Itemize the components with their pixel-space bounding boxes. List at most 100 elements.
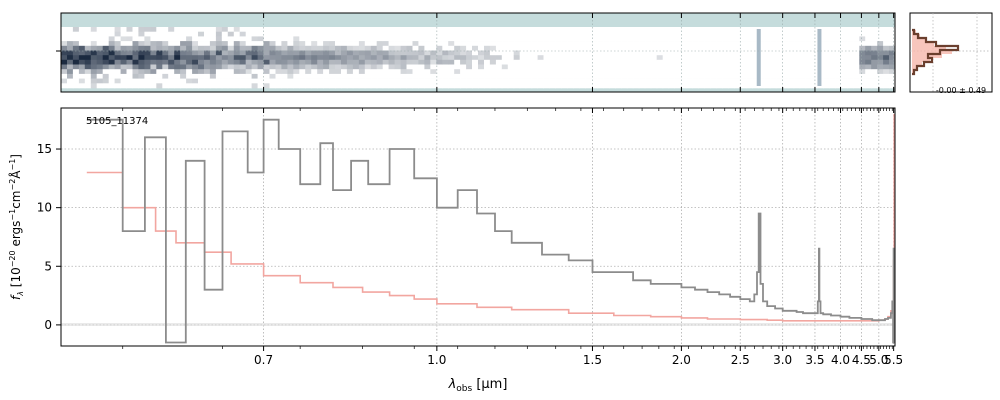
spectrum-2d-pixel [823, 55, 830, 61]
spectrum-2d-pixel [221, 73, 229, 79]
spectrum-2d-pixel [758, 69, 765, 75]
spectrum-2d-pixel [108, 78, 116, 84]
spectrum-2d-pixel [150, 69, 157, 75]
spectrum-2d-pixel [376, 69, 384, 75]
spectrum-2d-pixel [484, 83, 491, 89]
spectrum-2d-pixel [67, 27, 74, 32]
spectrum-2d-pixel [513, 59, 521, 65]
spectrum-2d-pixel [513, 78, 521, 84]
spectrum-2d-pixel [412, 31, 419, 37]
spectrum-2d-pixel [215, 64, 223, 70]
spectrum-2d-pixel [144, 73, 151, 79]
spectrum-2d-pixel [650, 31, 658, 37]
spectrum-2d-pixel [650, 50, 658, 56]
spectrum-2d-pixel [847, 41, 854, 47]
spectrum-2d-pixel [466, 55, 473, 61]
spectrum-2d-pixel [740, 59, 747, 65]
spectrum-2d-pixel [489, 50, 497, 56]
spectrum-2d-pixel [555, 59, 562, 65]
spectrum-2d-pixel [204, 69, 211, 75]
spectrum-2d-pixel [787, 73, 795, 79]
spectrum-2d-pixel [412, 73, 419, 79]
spectrum-2d-pixel [686, 69, 693, 75]
spectrum-2d-pixel [180, 55, 187, 61]
spectrum-2d-pixel [388, 55, 395, 61]
spectrum-2d-pixel [162, 31, 169, 37]
spectrum-2d-pixel [180, 78, 187, 84]
spectrum-2d-pixel [168, 27, 175, 32]
spectrum-2d-pixel [138, 73, 145, 79]
spectrum-2d-pixel [323, 73, 330, 79]
spectrum-2d-pixel [501, 83, 509, 89]
spectrum-2d-pixel [722, 83, 729, 89]
spectrum-2d-pixel [555, 69, 562, 75]
spectrum-2d-pixel [460, 64, 467, 70]
spectrum-2d-pixel [364, 69, 372, 75]
spectrum-2d-pixel [507, 59, 515, 65]
spectrum-2d-pixel [263, 69, 270, 75]
spectrum-2d-pixel [519, 69, 527, 75]
spectrum-2d-pixel [257, 59, 264, 65]
spectrum-2d-pixel [835, 50, 842, 56]
spectrum-2d-pixel [775, 78, 783, 84]
spectrum-2d-pixel [341, 73, 348, 79]
spectrum-2d-pixel [424, 41, 431, 47]
spectrum-2d-pixel [674, 27, 681, 32]
spectrum-2d-pixel [537, 64, 544, 70]
spectrum-2d-pixel [358, 50, 366, 56]
spectrum-2d-pixel [257, 45, 264, 51]
spectrum-2d-pixel [376, 59, 384, 65]
spectrum-2d-pixel [108, 59, 116, 65]
spectrum-2d-pixel [853, 73, 860, 79]
spectrum-2d-pixel [287, 55, 294, 61]
spectrum-2d-pixel [877, 55, 884, 61]
spectrum-2d-pixel [90, 50, 98, 56]
spectrum-2d-pixel [567, 31, 574, 37]
spectrum-2d-pixel [227, 50, 235, 56]
spectrum-2d-pixel [478, 69, 485, 75]
spectrum-2d-pixel [555, 78, 562, 84]
spectrum-2d-pixel [805, 78, 812, 84]
spectrum-2d-pixel [299, 36, 306, 42]
spectrum-2d-pixel [221, 78, 229, 84]
spectrum-2d-pixel [626, 31, 634, 37]
x-axis-label-symbol: λ [448, 377, 457, 392]
spectrum-2d-pixel [632, 69, 640, 75]
spectrum-2d-pixel [728, 55, 735, 61]
spectrum-2d-pixel [281, 36, 288, 42]
spectrum-2d-pixel [299, 59, 306, 65]
spectrum-2d-pixel [257, 83, 264, 89]
spectrum-2d-pixel [853, 45, 860, 51]
spectrum-2d-pixel [835, 27, 842, 32]
spectrum-2d-pixel [120, 27, 127, 32]
spectrum-2d-pixel [358, 41, 366, 47]
spectrum-2d-pixel [168, 31, 175, 37]
spectrum-2d-pixel [877, 45, 884, 51]
spectrum-2d-pixel [478, 78, 485, 84]
spectrum-2d-pixel [192, 31, 199, 37]
spectrum-2d-pixel [859, 41, 866, 47]
spectrum-2d-pixel [567, 69, 574, 75]
spectrum-2d-pixel [573, 64, 580, 70]
spectrum-2d-pixel [180, 27, 187, 32]
spectrum-2d-pixel [656, 50, 664, 56]
spectrum-2d-pixel [650, 59, 658, 65]
spectrum-2d-pixel [287, 45, 294, 51]
spectrum-2d-pixel [823, 83, 830, 89]
spectrum-2d-pixel [233, 41, 241, 47]
spectrum-2d-pixel [478, 31, 485, 37]
spectrum-2d-pixel [114, 78, 121, 84]
spectrum-2d-pixel [603, 50, 610, 56]
profile-model-bar [912, 66, 918, 70]
spectrum-2d-pixel [525, 55, 533, 61]
spectrum-2d-pixel [781, 27, 789, 32]
spectrum-2d-pixel [829, 55, 836, 61]
spectrum-2d-pixel [519, 78, 527, 84]
spectrum-2d-pixel [799, 50, 807, 56]
spectrum-2d-pixel [144, 45, 151, 51]
spectrum-2d-pixel [787, 27, 795, 32]
spectrum-2d-pixel [132, 31, 139, 37]
spectrum-2d-pixel [245, 78, 253, 84]
spectrum-2d-pixel [489, 64, 497, 70]
spectrum-2d-pixel [180, 73, 187, 79]
